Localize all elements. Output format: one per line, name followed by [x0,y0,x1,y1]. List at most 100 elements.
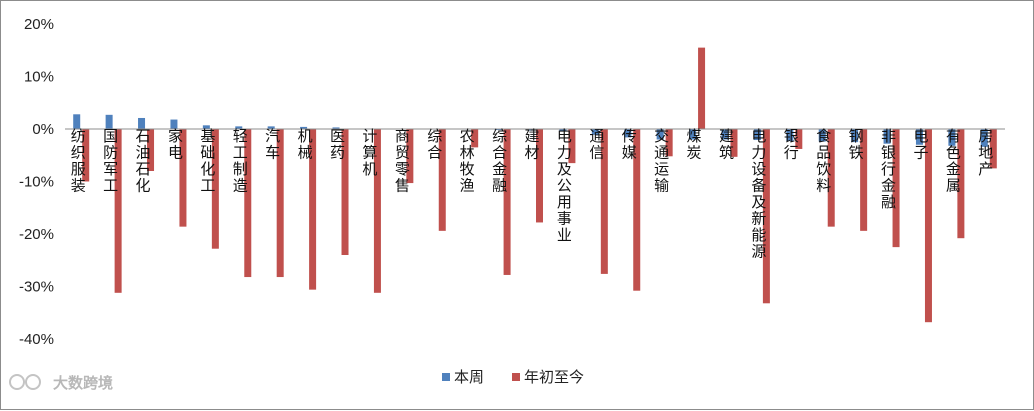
bar-ytd [730,129,738,157]
category-label: 传媒 [622,127,637,162]
bar-weekly [527,129,534,131]
bar-ytd [373,129,381,293]
bar-weekly [948,129,956,146]
bar-ytd [406,129,414,184]
bar-weekly [753,129,761,141]
category-label: 石油石化 [136,127,151,195]
y-tick-label: -30% [19,279,54,296]
category-label: 基础化工 [200,127,215,195]
bar-weekly [980,129,988,147]
legend-label: 年初至今 [524,368,584,386]
bar-ytd [924,129,932,323]
bar-ytd [989,129,997,169]
bar-ytd [665,129,673,157]
category-label: 银行 [784,127,799,162]
bar-weekly [332,127,340,129]
bar-ytd [568,129,576,164]
y-tick-label: -10% [19,174,54,191]
category-label: 钢铁 [849,127,864,162]
category-label: 电力设备及新能源 [751,127,766,261]
category-label: 电力及公用事业 [557,127,572,244]
bar-ytd [244,129,252,278]
category-label: 家电 [168,127,183,162]
category-label: 国防军工 [103,127,118,195]
bar-weekly [656,129,664,140]
bar-weekly [883,129,891,144]
category-label: 汽车 [265,127,280,162]
bar-weekly [786,129,794,142]
category-label: 机械 [298,127,313,162]
bars [73,47,997,323]
bar-weekly [138,117,146,129]
category-label: 煤炭 [687,127,702,162]
bar-weekly [202,125,210,129]
bar-ytd [892,129,900,248]
bar-ytd [309,129,317,290]
bar-weekly [591,129,599,135]
bar-ytd [536,129,543,223]
bar-weekly [915,129,923,145]
category-label: 有色金属 [946,127,961,195]
bar-ytd [179,129,187,227]
bar-weekly [818,129,826,142]
bar-ytd [633,129,641,291]
y-tick-label: 20% [24,16,54,33]
category-label: 轻工制造 [233,127,248,195]
bar-ytd [82,129,90,182]
category-label: 电子 [913,127,928,162]
category-label: 纺织服装 [71,127,86,195]
category-label: 非银行金融 [881,127,896,211]
legend-swatch [442,373,450,381]
bar-weekly [300,126,308,129]
y-tick-label: 0% [32,121,54,138]
bar-ytd [471,129,479,148]
legend-label: 本周 [454,368,484,386]
bar-weekly [73,114,81,129]
bar-ytd [762,129,770,304]
bar-weekly [494,129,502,131]
y-tick-label: 10% [24,69,54,86]
bar-ytd [795,129,803,149]
bar-ytd [147,129,155,171]
watermark-logo: 大数跨境 [9,374,113,392]
bar-ytd [438,129,446,231]
category-label: 通信 [589,127,604,162]
y-axis: 20% 10% 0% -10% -20% -30% -40% [19,16,54,348]
legend: 本周 年初至今 [442,368,584,386]
y-tick-label: -40% [19,331,54,348]
category-label: 综合 [427,127,442,162]
bar-weekly [624,129,632,138]
bar-weekly [721,129,729,140]
bar-ytd [957,129,965,239]
category-label: 医药 [330,127,345,162]
y-tick-label: -20% [19,226,54,243]
category-label: 建筑 [719,127,734,162]
bar-ytd [341,129,349,255]
bar-weekly [170,119,178,129]
bar-ytd [698,47,706,129]
watermark-circle-icon [25,374,41,390]
bar-weekly [267,126,275,129]
category-label: 综合金融 [492,127,507,195]
bar-ytd [503,129,511,275]
category-label: 房地产 [978,127,993,178]
bar-weekly [235,126,243,129]
bar-weekly [689,129,697,140]
category-label: 商贸零售 [395,127,410,195]
bar-weekly [851,129,859,143]
bar-ytd [860,129,868,231]
category-label: 食品饮料 [816,127,831,195]
bar-ytd [276,129,284,278]
bar-weekly [559,129,567,132]
category-label: 农林牧渔 [460,127,475,195]
bar-ytd [600,129,608,274]
category-label: 交通运输 [654,127,669,195]
legend-swatch [512,373,520,381]
category-label: 建材 [524,127,539,162]
bar-ytd [211,129,219,249]
watermark-circle-icon [9,374,25,390]
bar-ytd [114,129,122,293]
